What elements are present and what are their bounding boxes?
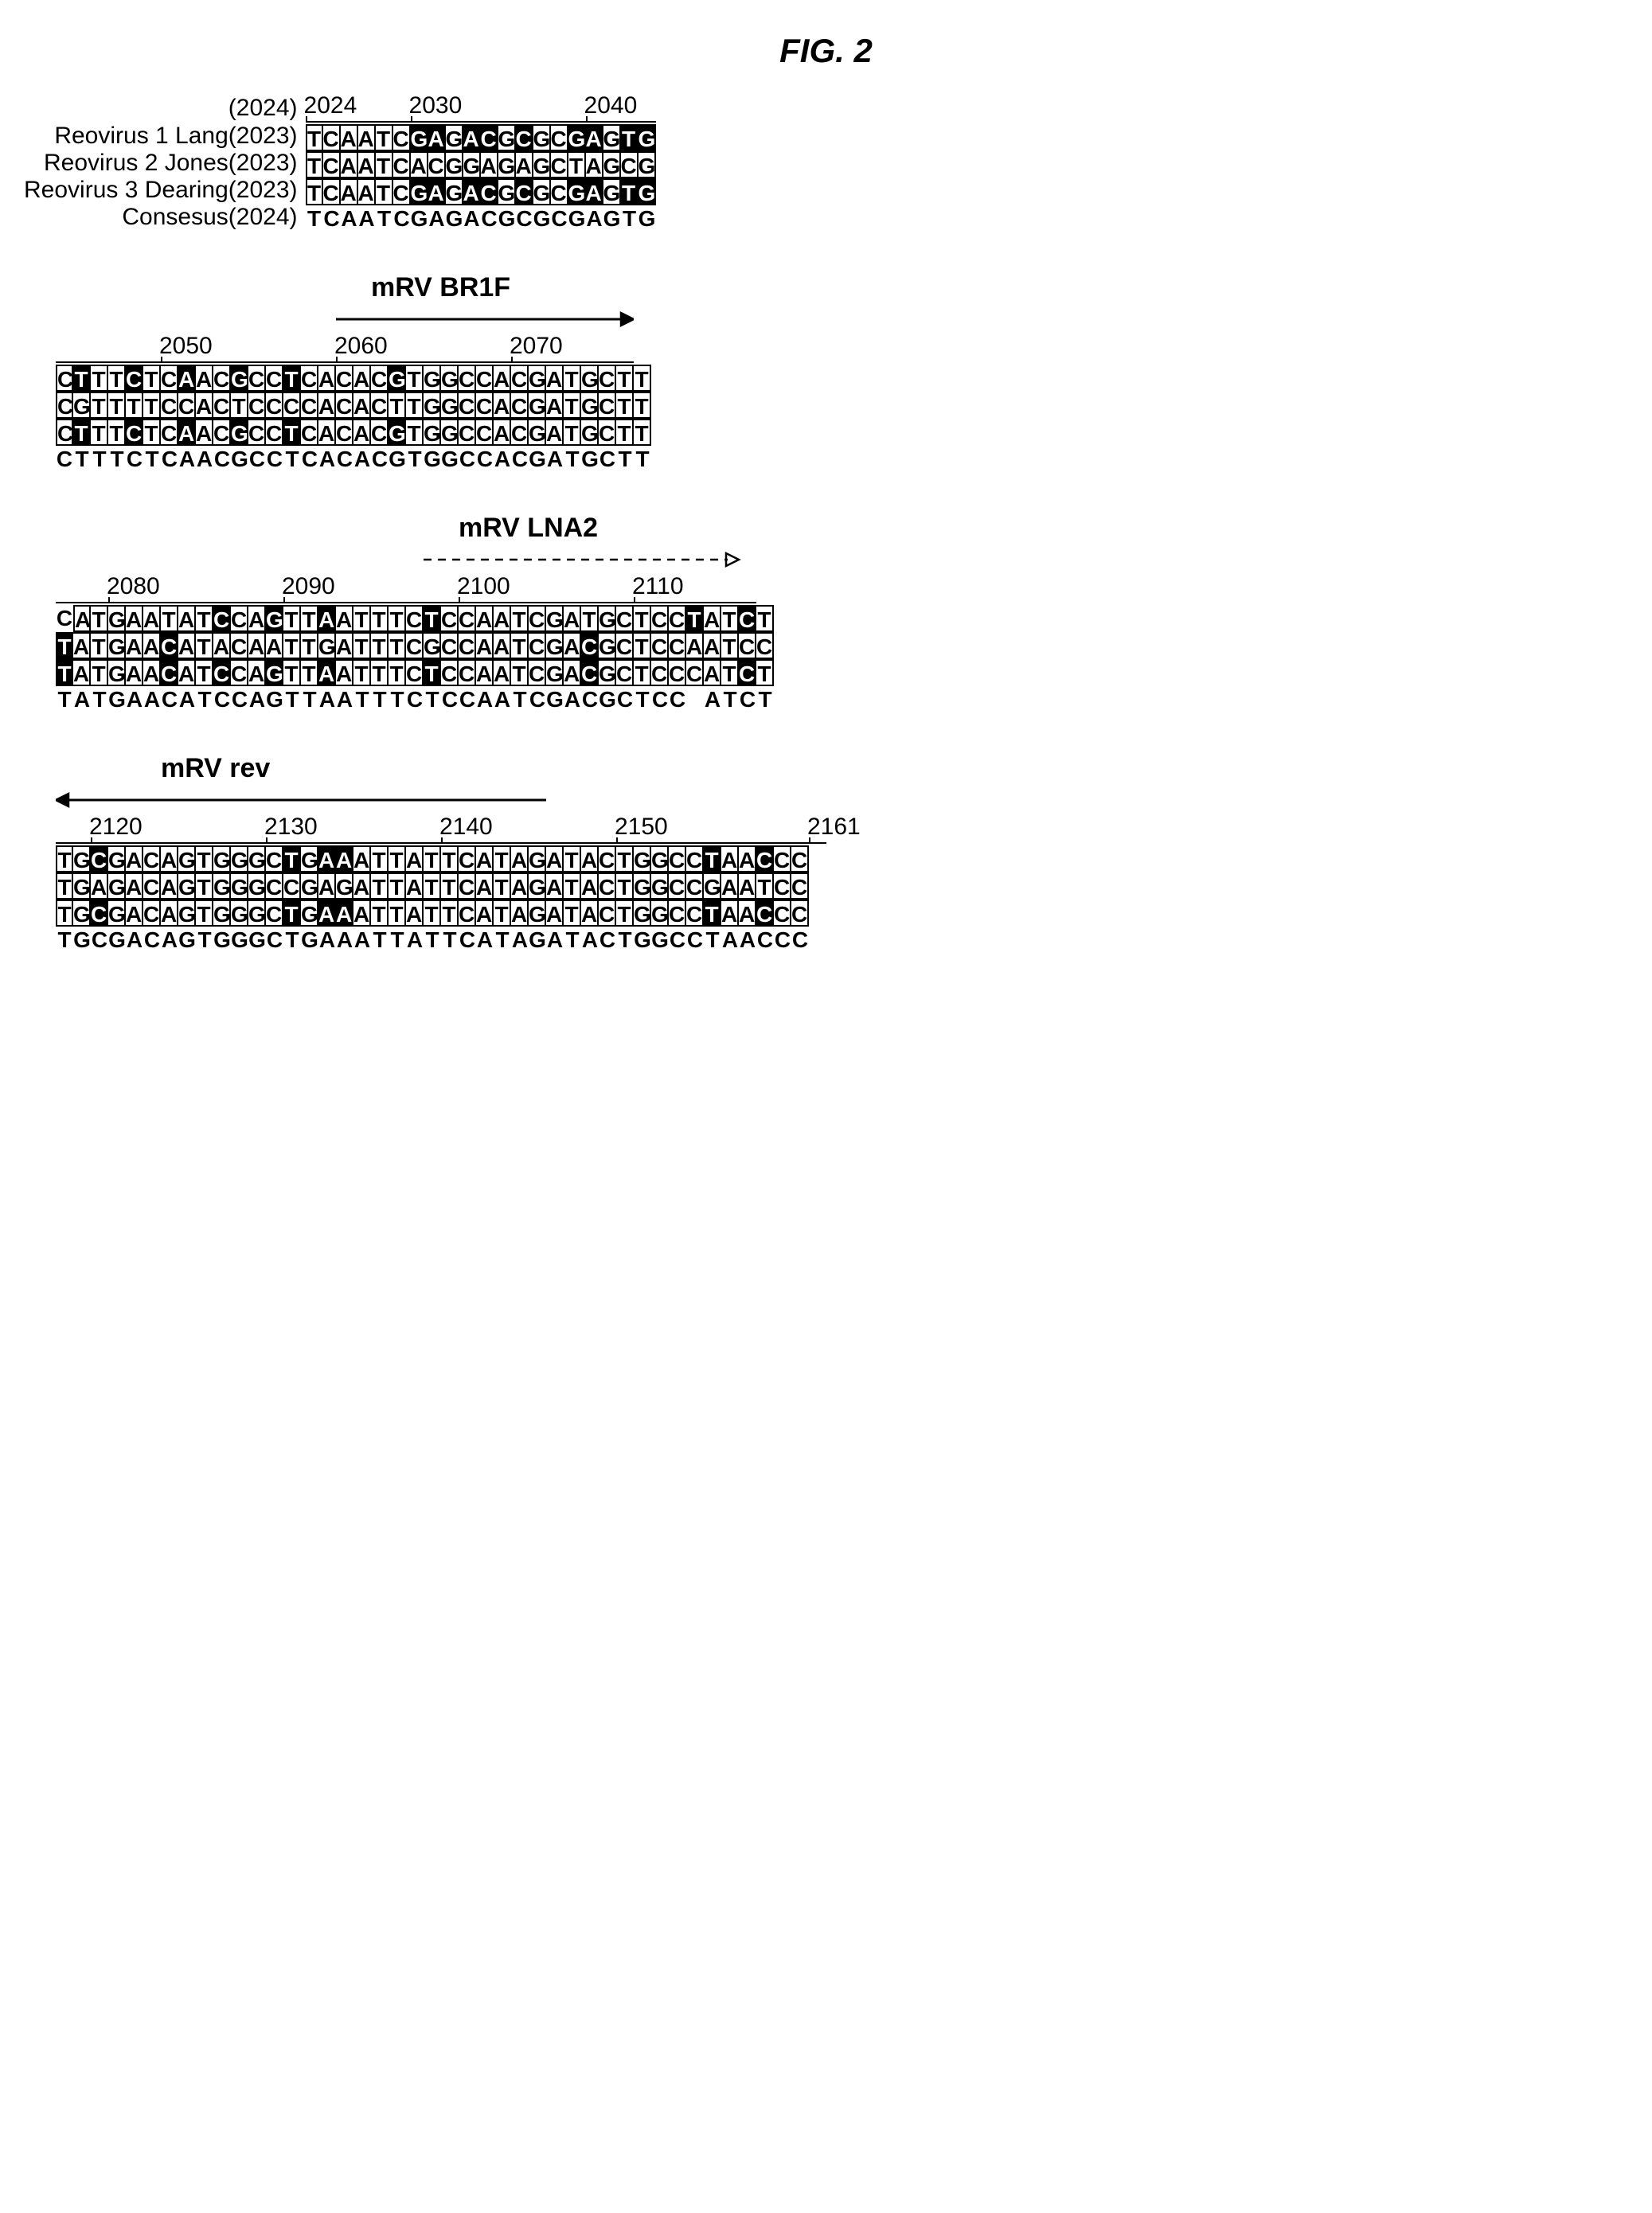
row-label: Reovirus 2 Jones(2023) [24, 150, 298, 177]
row-label: Reovirus 3 Dearing(2023) [24, 177, 298, 204]
ruler-tick-label: 2140 [439, 814, 493, 841]
ruler-tick-label: 2130 [264, 814, 318, 841]
primer-arrow [56, 548, 756, 571]
alignment-block: mRV rev 2120 2130 2140 2150 2161 TGCGACAGTGGGC… [24, 753, 1628, 954]
sequence-row: TGCGACAGTGGGCTGAAATTATTCATAGATACTGGCCTAA… [56, 845, 1628, 872]
sequence-row: TATGAACATACAATTGATTTCGCCAATCGACGCTCCAATC… [56, 632, 1628, 659]
primer-arrow [56, 789, 826, 811]
sequence-row: TATGAACATCCAGTTAATTTCTCCAATCGACGCTCCATCT [56, 686, 1628, 713]
primer-arrow [56, 308, 634, 330]
ruler-tick-label: 2030 [409, 92, 463, 119]
ruler-tick-label: 2090 [282, 573, 335, 600]
row-labels: (2024)Reovirus 1 Lang(2023)Reovirus 2 Jo… [24, 94, 306, 231]
ruler-tick-label: 2040 [584, 92, 638, 119]
ruler-tick-label: 2080 [107, 573, 160, 600]
sequence-row: CGTTTTCCACTCCCCACACTTGGCCACGATGCTT [56, 392, 1628, 419]
ruler-tick-label: 2024 [304, 92, 357, 119]
sequence-row: CATGAATATCCAGTTAATTTCTCCAATCGATGCTCCTATC… [56, 605, 1628, 632]
ruler-tick-label: 2150 [615, 814, 668, 841]
sequence-row: TCAATCGAGACGCGCGAGTG [306, 178, 656, 205]
row-label: Consesus(2024) [24, 204, 298, 231]
alignment-container: (2024)Reovirus 1 Lang(2023)Reovirus 2 Jo… [24, 94, 1628, 954]
alignment-block: (2024)Reovirus 1 Lang(2023)Reovirus 2 Jo… [24, 94, 1628, 232]
sequence-row: TCAATCGAGACGCGCGAGTG [306, 124, 656, 151]
sequence-row: CTTTCTCAACGCCTCACACGTGGCCACGATGCTT [56, 365, 1628, 392]
primer-label: mRV rev [56, 753, 826, 784]
sequence-row: TCAATCGAGACGCGCGAGTG [306, 205, 656, 232]
ruler-tick-label: 2100 [457, 573, 510, 600]
sequence-row: CTTTCTCAACGCCTCACACGTGGCCACGATGCTT [56, 419, 1628, 446]
ruler-tick-label: 2161 [807, 814, 861, 841]
alignment-block: mRV BR1F 2050 2060 2070 CTTTCTCAACGCCTCACACG… [24, 272, 1628, 473]
primer-label: mRV BR1F [56, 272, 634, 303]
ruler-tick-label: 2070 [510, 333, 563, 360]
ruler-tick-label: 2050 [159, 333, 213, 360]
sequence-row: TGCGACAGTGGGCTGAAATTATTCATAGATACTGGCCTAA… [56, 900, 1628, 927]
figure-title: FIG. 2 [24, 32, 1628, 70]
alignment-block: mRV LNA2 2080 2090 2100 2110 CATGAATATCCAGTTA… [24, 513, 1628, 713]
row-label: Reovirus 1 Lang(2023) [24, 123, 298, 150]
ruler-tick-label: 2060 [334, 333, 388, 360]
sequence-row: TGCGACAGTGGGCTGAAATTATTCATAGATACTGGCCTAA… [56, 927, 1628, 954]
sequence-row: TCAATCACGGAGAGCTAGCG [306, 151, 656, 178]
ruler-tick-label: 2110 [632, 573, 684, 600]
primer-label: mRV LNA2 [56, 513, 756, 544]
sequence-row: TGAGACAGTGGGCCGAGATTATTCATAGATACTGGCCGAA… [56, 872, 1628, 900]
sequence-row: TATGAACATCCAGTTAATTTCTCCAATCGACGCTCCCATC… [56, 659, 1628, 686]
sequence-row: CTTTCTCAACGCCTCACACGTGGCCACGATGCTT [56, 446, 1628, 473]
ruler-tick-label: 2120 [89, 814, 143, 841]
